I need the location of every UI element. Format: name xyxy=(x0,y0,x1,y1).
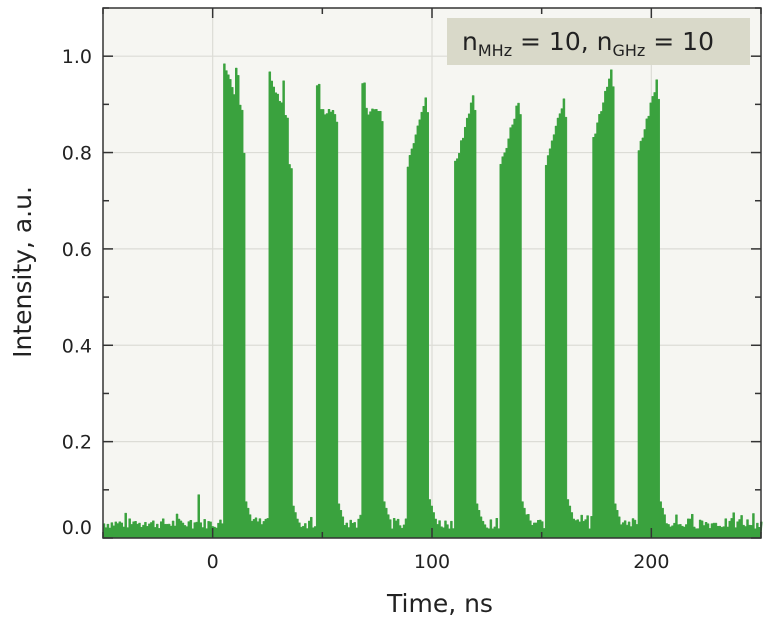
x-axis-label: Time, ns xyxy=(386,589,493,618)
y-tick-label: 0.2 xyxy=(62,432,92,454)
plot-frame xyxy=(102,7,762,539)
x-tick-label: 200 xyxy=(633,551,669,573)
legend-n1: n xyxy=(462,27,478,56)
y-tick-label: 0.6 xyxy=(62,239,92,261)
legend-n2: n xyxy=(597,27,613,56)
y-axis-label: Intensity, a.u. xyxy=(8,186,37,358)
legend-sub-mhz: MHz xyxy=(478,41,512,60)
intensity-series xyxy=(102,63,763,539)
y-tick-labels: 0.0 0.2 0.4 0.6 0.8 1.0 xyxy=(62,46,92,539)
y-tick-label: 0.4 xyxy=(62,335,92,357)
legend-eq2: = 10 xyxy=(645,27,714,56)
x-tick-label: 100 xyxy=(414,551,450,573)
y-tick-label: 0.0 xyxy=(62,517,92,539)
y-tick-label: 0.8 xyxy=(62,143,92,165)
legend-sub-ghz: GHz xyxy=(613,41,646,60)
legend-eq1: = 10, xyxy=(512,27,597,56)
x-tick-label: 0 xyxy=(207,551,219,573)
legend-box xyxy=(447,18,750,65)
x-tick-labels: 0 100 200 xyxy=(207,551,670,573)
legend-text: nMHz = 10, nGHz = 10 xyxy=(462,27,714,60)
y-tick-label: 1.0 xyxy=(62,46,92,68)
intensity-trace xyxy=(102,63,763,539)
legend: nMHz = 10, nGHz = 10 xyxy=(447,18,750,65)
